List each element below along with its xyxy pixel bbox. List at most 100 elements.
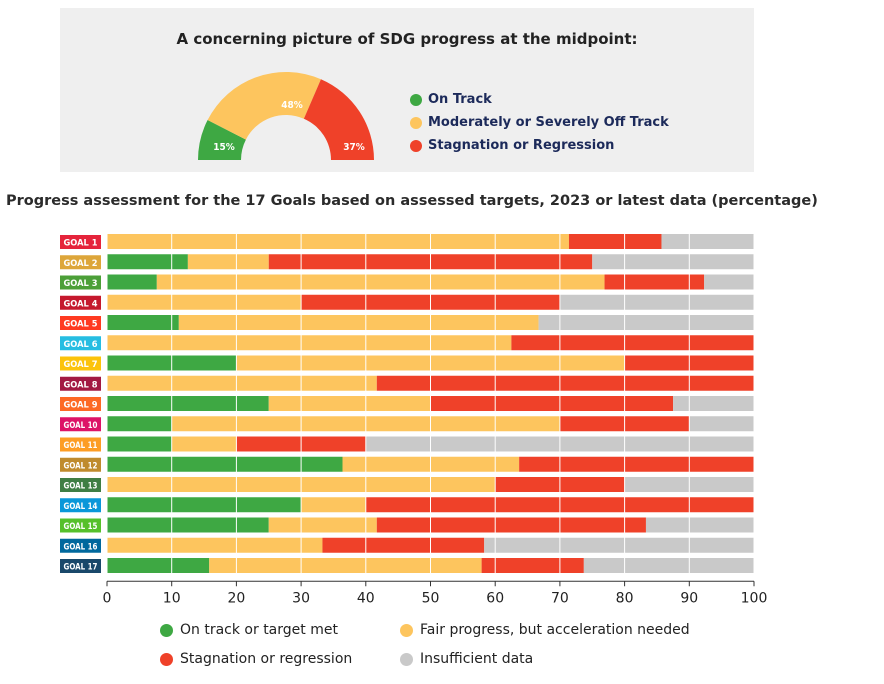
summary-legend-label: Stagnation or Regression — [428, 138, 615, 153]
bar-segment — [430, 396, 674, 411]
goal-badge — [60, 538, 101, 553]
x-tick-label: 60 — [486, 590, 504, 606]
bar-segment — [301, 497, 366, 513]
bar-segment — [673, 396, 754, 411]
x-tick-label: 90 — [680, 590, 698, 606]
gauge-segment — [303, 79, 374, 160]
goal-label: GOAL 1 — [64, 239, 98, 249]
goal-label: GOAL 14 — [64, 502, 98, 512]
goal-label: GOAL 12 — [64, 461, 98, 471]
legend-dot-icon — [410, 93, 422, 106]
goal-badge — [60, 478, 101, 492]
bar-segment — [156, 274, 605, 290]
goal-badge — [60, 559, 101, 573]
summary-legend-label: Moderately or Severely Off Track — [428, 115, 669, 130]
goal-label: GOAL 10 — [64, 421, 98, 431]
legend-item-fair-progress: Fair progress, but acceleration needed — [400, 622, 690, 638]
bar-segment — [107, 497, 302, 513]
goal-label: GOAL 11 — [64, 441, 98, 451]
goal-label: GOAL 8 — [64, 380, 98, 390]
x-tick-label: 20 — [227, 590, 245, 606]
x-tick-label: 40 — [357, 590, 375, 606]
goal-label: GOAL 4 — [64, 299, 98, 309]
progress-gauge: 15% 48% 37% — [198, 72, 374, 160]
bar-segment — [704, 274, 754, 290]
x-tick-label: 10 — [163, 590, 181, 606]
x-tick-label: 0 — [103, 590, 112, 606]
goal-label: GOAL 6 — [64, 340, 98, 350]
goal-badge — [60, 255, 101, 270]
legend-label: Insufficient data — [420, 651, 534, 667]
summary-legend-item-on-track: On Track — [410, 88, 669, 111]
goal-label: GOAL 2 — [64, 259, 98, 269]
legend-dot-icon — [160, 652, 173, 666]
bar-segment — [107, 537, 323, 553]
bar-segment — [107, 315, 179, 330]
gauge-value-label: 37% — [343, 142, 365, 153]
summary-legend-label: On Track — [428, 92, 492, 107]
bar-segment — [107, 416, 172, 432]
goal-label: GOAL 5 — [64, 320, 98, 330]
legend-dot-icon — [160, 623, 173, 637]
bar-segment — [171, 436, 237, 452]
legend-item-on-track: On track or target met — [160, 622, 338, 638]
bar-segment — [481, 558, 584, 573]
bar-segment — [107, 274, 157, 290]
legend-dot-icon — [400, 652, 413, 666]
bar-segment — [484, 537, 754, 553]
bar-segment — [107, 456, 343, 472]
bar-segment — [322, 537, 485, 553]
bar-segment — [187, 254, 269, 270]
bar-segment — [107, 375, 377, 391]
goal-label: GOAL 16 — [64, 542, 98, 552]
summary-legend: On Track Moderately or Severely Off Trac… — [410, 88, 669, 157]
goal-badge — [60, 437, 101, 452]
goal-badge — [60, 275, 101, 290]
bar-segment — [376, 517, 646, 533]
bar-segment — [107, 335, 512, 351]
gauge-value-label: 48% — [281, 100, 303, 111]
chart-title: Progress assessment for the 17 Goals bas… — [6, 193, 818, 209]
bar-segment — [645, 517, 754, 533]
bar-segment — [661, 234, 754, 249]
goal-label: GOAL 13 — [64, 482, 98, 492]
gauge-value-label: 15% — [213, 142, 235, 153]
bar-segment — [592, 254, 754, 270]
bar-segment — [107, 517, 269, 533]
bar-segment — [107, 396, 269, 411]
summary-legend-item-off-track: Moderately or Severely Off Track — [410, 111, 669, 134]
bar-segment — [107, 294, 302, 310]
goal-label: GOAL 7 — [64, 360, 98, 370]
goal-badge — [60, 295, 101, 310]
bar-segment — [209, 558, 482, 573]
goal-badge — [60, 457, 101, 472]
legend-label: On track or target met — [180, 622, 338, 638]
goal-label: GOAL 17 — [64, 563, 98, 573]
legend-item-stagnation: Stagnation or regression — [160, 651, 352, 667]
bar-segment — [268, 396, 431, 411]
bar-segment — [538, 315, 754, 330]
bar-segment — [268, 517, 377, 533]
bar-segment — [107, 254, 188, 270]
legend-dot-icon — [410, 116, 422, 129]
goal-badge — [60, 498, 101, 513]
gauge-segment — [207, 72, 321, 140]
summary-title: A concerning picture of SDG progress at … — [176, 30, 638, 48]
gauge-segment — [198, 120, 246, 160]
bar-segment — [178, 315, 539, 330]
goal-label: GOAL 9 — [64, 401, 98, 411]
bar-segment — [519, 456, 754, 472]
goal-badge — [60, 235, 101, 249]
bar-segment — [107, 558, 210, 573]
legend-dot-icon — [410, 139, 422, 152]
x-tick-label: 80 — [616, 590, 634, 606]
legend-label: Stagnation or regression — [180, 651, 353, 667]
goal-badge — [60, 336, 101, 351]
legend-label: Fair progress, but acceleration needed — [420, 622, 690, 638]
goals-bar-chart: GOAL 1 GOAL 2 GOAL 3 GOAL 4 GOAL 5 GOAL 6 GOAL… — [60, 232, 767, 606]
goal-badge — [60, 417, 101, 432]
x-tick-label: 70 — [551, 590, 569, 606]
summary-panel: A concerning picture of SDG progress at … — [60, 8, 754, 172]
goal-badge — [60, 376, 101, 391]
goal-badge — [60, 397, 101, 411]
